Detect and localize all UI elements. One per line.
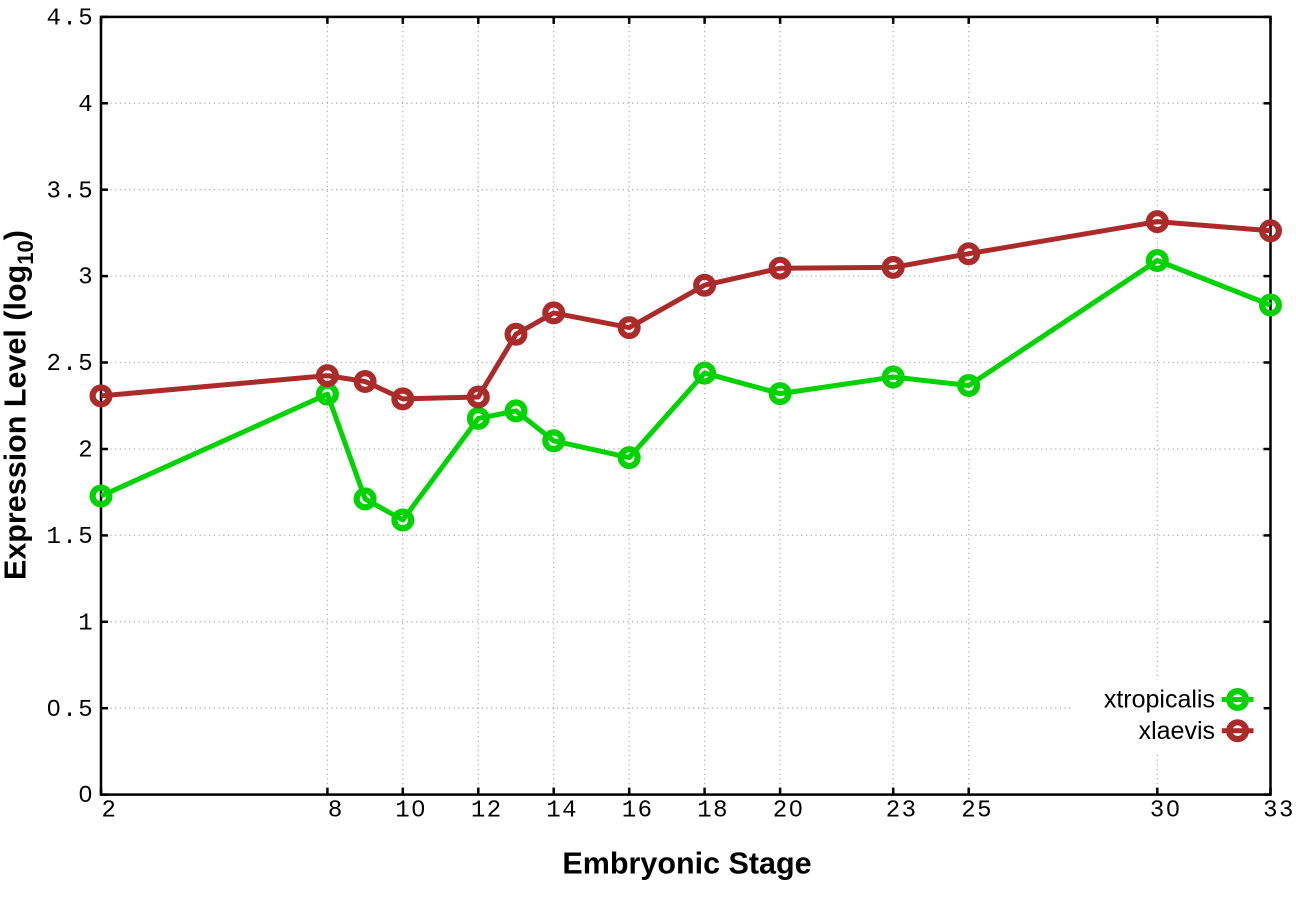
svg-text:Embryonic Stage: Embryonic Stage (562, 847, 811, 881)
svg-text:16: 16 (622, 798, 654, 825)
svg-text:Expression Level (log10): Expression Level (log10) (0, 230, 38, 580)
svg-text:1: 1 (78, 610, 94, 637)
svg-text:2: 2 (102, 798, 118, 825)
svg-text:xlaevis: xlaevis (1139, 717, 1215, 745)
svg-text:18: 18 (697, 798, 729, 825)
svg-text:xtropicalis: xtropicalis (1104, 686, 1215, 714)
svg-text:23: 23 (886, 798, 918, 825)
svg-text:14: 14 (546, 798, 578, 825)
svg-text:4.5: 4.5 (46, 6, 94, 33)
svg-text:10: 10 (395, 798, 427, 825)
svg-text:8: 8 (328, 798, 344, 825)
svg-text:1.5: 1.5 (46, 524, 94, 551)
svg-text:20: 20 (773, 798, 805, 825)
svg-text:3.5: 3.5 (46, 178, 94, 205)
svg-text:2.5: 2.5 (46, 351, 94, 378)
svg-text:2: 2 (78, 438, 94, 465)
svg-text:33: 33 (1263, 798, 1295, 825)
svg-text:12: 12 (471, 798, 503, 825)
svg-text:3: 3 (78, 265, 94, 292)
svg-text:25: 25 (961, 798, 993, 825)
svg-text:30: 30 (1150, 798, 1182, 825)
svg-text:4: 4 (78, 92, 94, 119)
